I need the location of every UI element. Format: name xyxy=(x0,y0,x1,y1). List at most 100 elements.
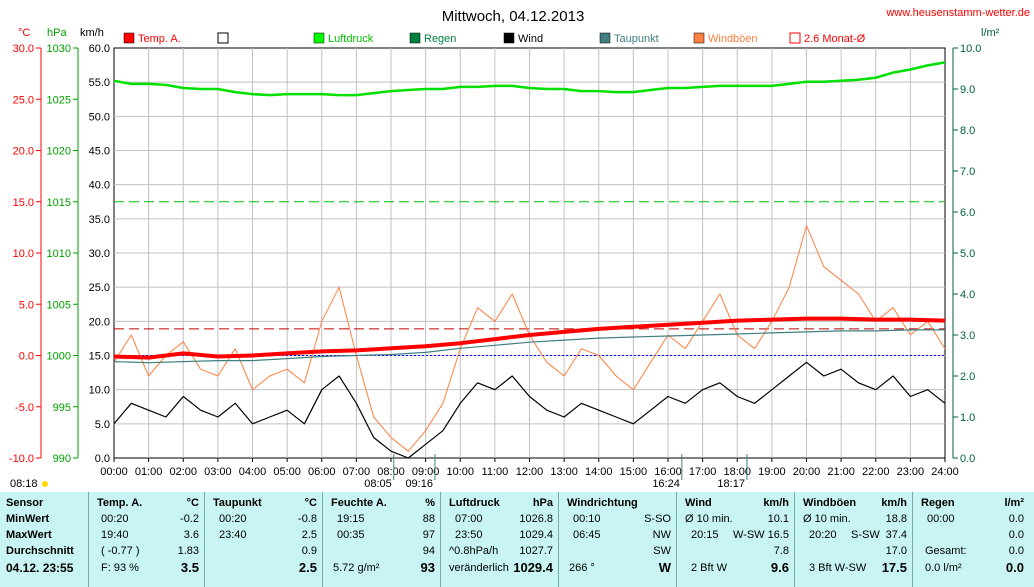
sun-icon xyxy=(42,481,48,487)
dew-min-time: 00:20 xyxy=(219,513,247,525)
rain-tick-label: 1.0 xyxy=(960,412,975,424)
hum-max-time: 00:35 xyxy=(337,529,365,541)
x-tick-label: 04:00 xyxy=(239,466,267,478)
marker-label: 18:17 xyxy=(717,478,745,490)
gust-min-label: Ø 10 min. xyxy=(803,513,851,525)
x-tick-label: 23:00 xyxy=(897,466,925,478)
legend-label: Windböen xyxy=(708,33,758,45)
time-markers: 08:18 08:05 09:16 16:24 18:17 xyxy=(10,454,748,490)
stats-panel: Sensor MinWert MaxWert Durchschnitt 04.1… xyxy=(0,492,1034,587)
wind-min-label: Ø 10 min. xyxy=(685,513,733,525)
rain-tick-label: 8.0 xyxy=(960,125,975,137)
x-tick-label: 12:00 xyxy=(516,466,544,478)
legend-label: Taupunkt xyxy=(614,33,659,45)
legend-swatch xyxy=(789,32,801,44)
x-tick-label: 20:00 xyxy=(793,466,821,478)
temp-current-value: 3.5 xyxy=(180,560,199,575)
marker-label: 09:16 xyxy=(405,478,433,490)
pressure-tick-label: 1020 xyxy=(47,146,71,158)
temp-min-value: -0.2 xyxy=(180,513,199,525)
x-tick-label: 02:00 xyxy=(169,466,197,478)
rain-tick-label: 0.0 xyxy=(960,453,975,465)
press-trend: ^0.8hPa/h xyxy=(449,545,499,557)
temp-tick-label: -5.0 xyxy=(15,402,34,414)
legend-swatch xyxy=(503,32,515,44)
x-tick-label: 17:00 xyxy=(689,466,717,478)
wind-column: Wind km/h Ø 10 min. 10.1 20:15 W-SW 16.5… xyxy=(676,492,795,587)
legend-swatch xyxy=(313,32,325,44)
humidity-column: Feuchte A. % 19:15 88 00:35 97 94 5.72 g… xyxy=(322,492,441,587)
wind-tick-label: 35.0 xyxy=(89,214,110,226)
legend-label: Regen xyxy=(424,33,456,45)
press-current-label: veränderlich xyxy=(449,562,509,574)
rain-column: Regen l/m² 00:00 0.0 Gesamt: 0.0 0.0 0.0… xyxy=(912,492,1034,587)
wind-current-label: 2 Bft W xyxy=(691,562,728,574)
temp-tick-label: 25.0 xyxy=(13,94,34,106)
x-tick-label: 19:00 xyxy=(758,466,786,478)
x-tick-label: 06:00 xyxy=(308,466,336,478)
x-tick-label: 21:00 xyxy=(827,466,855,478)
dir-min-value: S-SO xyxy=(644,513,671,525)
rain-unit: l/m² xyxy=(1004,497,1024,509)
legend-swatch xyxy=(599,32,611,44)
temp-tick-label: -10.0 xyxy=(9,453,34,465)
marker-label: 08:05 xyxy=(364,478,392,490)
wind-unit: km/h xyxy=(763,497,789,509)
wind-axis-unit: km/h xyxy=(80,27,104,39)
gust-unit: km/h xyxy=(881,497,907,509)
axes: 00:00 01:00 02:00 03:00 04:00 05:00 06:00 07:00… xyxy=(9,43,982,478)
press-unit: hPa xyxy=(532,497,553,509)
pressure-tick-label: 1000 xyxy=(47,351,71,363)
hum-current-value: 93 xyxy=(420,560,435,575)
wind-current-value: 9.6 xyxy=(770,560,789,575)
rain-tick-label: 3.0 xyxy=(960,330,975,342)
wind-tick-label: 15.0 xyxy=(89,351,110,363)
hum-min-value: 88 xyxy=(422,513,435,525)
legend-swatch xyxy=(693,32,705,44)
gust-column: Windböen km/h Ø 10 min. 18.8 20:20 S-SW … xyxy=(794,492,913,587)
rain-tick-label: 9.0 xyxy=(960,84,975,96)
wind-tick-label: 60.0 xyxy=(89,43,110,55)
rain-axis-unit: l/m² xyxy=(981,27,1000,39)
gust-max-dir: S-SW xyxy=(851,529,880,541)
sensor-title: Sensor xyxy=(6,497,44,509)
press-min-value: 1026.8 xyxy=(519,513,553,525)
hum-min-time: 19:15 xyxy=(337,513,365,525)
pressure-column: Luftdruck hPa 07:00 1026.8 23:50 1029.4 … xyxy=(440,492,559,587)
wind-tick-label: 0.0 xyxy=(95,453,110,465)
legend-swatch xyxy=(409,32,421,44)
legend: Temp. A. Luftdruck Regen Wind Taupunkt Windbö… xyxy=(123,32,866,45)
chart-title: Mittwoch, 04.12.2013 xyxy=(442,8,585,25)
gust-avg-value: 17.0 xyxy=(885,545,907,557)
dir-avg-value: SW xyxy=(653,545,671,557)
temp-max-value: 3.6 xyxy=(183,529,199,541)
wind-min-value: 10.1 xyxy=(767,513,789,525)
series-group xyxy=(113,61,946,459)
hum-current-label: 5.72 g/m² xyxy=(333,562,380,574)
wind-tick-label: 10.0 xyxy=(89,385,110,397)
press-avg-value: 1027.7 xyxy=(519,545,553,557)
legend-label: Wind xyxy=(518,33,543,45)
wind-max-dir: W-SW xyxy=(733,529,765,541)
rain-title: Regen xyxy=(921,497,955,509)
pressure-tick-label: 1025 xyxy=(47,94,71,106)
dir-title: Windrichtung xyxy=(567,497,638,509)
press-max-value: 1029.4 xyxy=(519,529,553,541)
hum-max-value: 97 xyxy=(422,529,435,541)
rain-min-time: 00:00 xyxy=(927,513,955,525)
gust-max-time: 20:20 xyxy=(809,529,837,541)
marker-label: 08:18 xyxy=(10,478,38,490)
legend-label: Temp. A. xyxy=(138,33,181,45)
press-current-value: 1029.4 xyxy=(513,560,553,575)
rain-current-label: 0.0 l/m² xyxy=(925,562,962,574)
x-tick-label: 24:00 xyxy=(931,466,959,478)
series-wind xyxy=(113,361,946,459)
x-tick-label: 18:00 xyxy=(723,466,751,478)
temp-tick-label: 10.0 xyxy=(13,248,34,260)
dir-max-value: NW xyxy=(652,529,671,541)
rain-tick-label: 7.0 xyxy=(960,166,975,178)
dew-min-value: -0.8 xyxy=(298,513,317,525)
series-taupunkt xyxy=(113,329,945,364)
x-tick-label: 08:00 xyxy=(377,466,405,478)
press-min-time: 07:00 xyxy=(455,513,483,525)
